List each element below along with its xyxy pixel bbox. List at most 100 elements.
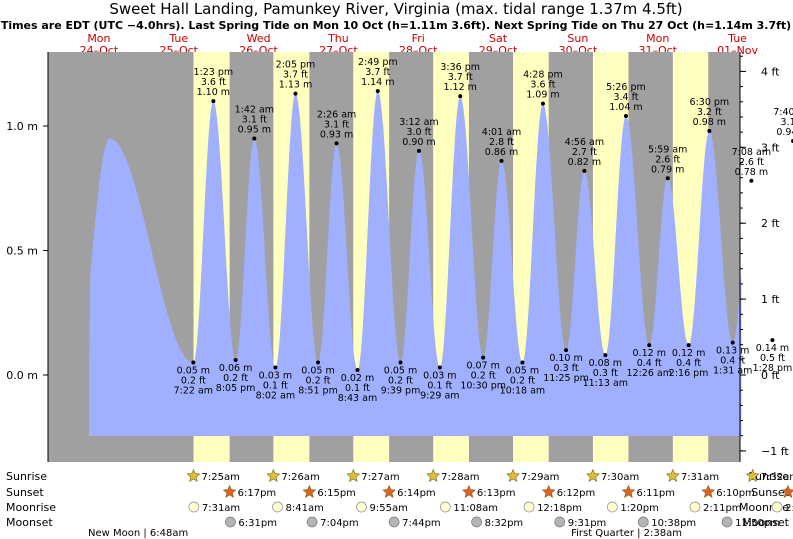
moonrise-time: 11:08am	[453, 503, 498, 514]
day-name: Tue	[727, 32, 747, 45]
low-tide-feet: 0.1 ft	[427, 381, 452, 392]
sunset-icon	[541, 484, 556, 498]
low-tide-time: 9:29 am	[420, 391, 459, 402]
day-name: Sat	[489, 32, 508, 45]
high-tide-metres: 1.09 m	[526, 90, 559, 101]
low-tide-feet: 0.2 ft	[510, 376, 535, 387]
right-axis-tick-label: 4 ft	[761, 65, 780, 78]
high-tide-metres: 0.93 m	[320, 129, 353, 140]
high-tide-metres: 1.12 m	[443, 82, 476, 93]
moonrise-icon	[188, 501, 200, 513]
low-tide-time: 9:39 pm	[381, 386, 421, 397]
high-tide-time: 2:26 am	[317, 109, 356, 120]
low-tide-feet: 0.2 ft	[471, 371, 496, 382]
sunrise-time: 7:29am	[521, 472, 559, 483]
moonrise-icon	[523, 501, 535, 513]
low-tide-metres: 0.05 m	[384, 366, 417, 377]
low-tide-point	[355, 368, 360, 373]
moon-phase-new: New Moon | 6:48am	[88, 528, 188, 539]
low-tide-metres: 0.05 m	[177, 366, 210, 377]
high-tide-point	[623, 114, 628, 119]
sunset-icon	[701, 484, 716, 498]
sunrise-icon	[186, 468, 201, 482]
low-tide-metres: 0.07 m	[466, 361, 499, 372]
high-tide-point	[375, 89, 380, 94]
high-tide-time: 5:59 am	[648, 144, 687, 155]
moonset-icon	[637, 516, 649, 528]
astro-row-label-left: Sunset	[6, 486, 44, 499]
low-tide-point	[603, 353, 608, 358]
sunset-icon	[222, 484, 237, 498]
sunset-icon	[382, 484, 397, 498]
high-tide-time: 1:23 pm	[194, 67, 234, 78]
low-tide-time: 7:22 am	[174, 386, 213, 397]
high-tide-time: 2:05 pm	[276, 60, 316, 71]
high-tide-time: 4:01 am	[482, 127, 521, 138]
sunrise-icon	[665, 468, 680, 482]
high-tide-feet: 3.0 ft	[406, 127, 431, 138]
left-axis-tick-label: 0.0 m	[6, 369, 38, 382]
low-tide-metres: 0.05 m	[506, 366, 539, 377]
low-tide-point	[770, 338, 775, 343]
sunrise-icon	[266, 468, 281, 482]
axes-group: 0.0 m 0.5 m 1.0 m −1 ft 0 ft 1 ft 2 ft 3 ft 4 ft	[6, 52, 789, 462]
high-tide-point	[499, 158, 504, 163]
moonset-icon	[306, 516, 318, 528]
moonrise-icon	[771, 501, 783, 513]
sunrise-icon	[346, 468, 361, 482]
high-tide-time: 7:40 pm	[773, 107, 793, 118]
astro-row-label-left: Moonrise	[6, 501, 56, 514]
moonrise-time: 1:20pm	[620, 503, 659, 514]
low-tide-time: 1:28 pm	[753, 363, 793, 374]
high-tide-metres: 1.04 m	[609, 102, 642, 113]
low-tide-time: 8:51 pm	[298, 386, 338, 397]
low-tide-time: 8:05 pm	[216, 383, 256, 394]
high-tide-feet: 2.8 ft	[489, 137, 514, 148]
low-tide-metres: 0.13 m	[716, 346, 749, 357]
right-axis-tick-label: 1 ft	[761, 293, 780, 306]
high-tide-metres: 1.10 m	[197, 87, 230, 98]
low-tide-feet: 0.1 ft	[263, 381, 288, 392]
low-tide-feet: 0.3 ft	[554, 363, 579, 374]
low-tide-feet: 0.4 ft	[720, 356, 745, 367]
chart-subtitle: Times are EDT (UTC −4.0hrs). Last Spring…	[1, 19, 791, 32]
low-tide-point	[398, 360, 403, 365]
sunrise-icon	[745, 468, 760, 482]
sunset-time: 6:12pm	[557, 488, 596, 499]
low-tide-feet: 0.1 ft	[345, 383, 370, 394]
high-tide-point	[252, 136, 257, 141]
low-tide-feet: 0.2 ft	[181, 376, 206, 387]
left-axis-tick-label: 0.5 m	[6, 245, 38, 258]
high-tide-point	[293, 91, 298, 96]
low-tide-metres: 0.10 m	[549, 353, 582, 364]
sunrise-icon	[506, 468, 520, 482]
sunset-icon	[621, 484, 636, 498]
moonrise-time: 8:41am	[286, 503, 324, 514]
low-tide-metres: 0.03 m	[423, 371, 456, 382]
high-tide-feet: 3.6 ft	[530, 80, 555, 91]
sunrise-time: 7:25am	[202, 472, 240, 483]
sunset-time: 6:15pm	[317, 488, 356, 499]
sunset-time: 6:10pm	[716, 488, 755, 499]
moonset-icon	[721, 516, 733, 528]
moonset-time: 6:31pm	[238, 518, 277, 529]
high-tide-point	[458, 94, 463, 99]
moonrise-icon	[272, 501, 283, 513]
high-tide-metres: 0.90 m	[402, 137, 435, 148]
high-tide-feet: 3.7 ft	[448, 72, 473, 83]
high-tide-point	[211, 99, 216, 104]
low-tide-point	[316, 360, 321, 365]
sunrise-icon	[426, 468, 441, 482]
low-tide-point	[730, 340, 735, 345]
moonset-icon	[471, 516, 482, 528]
low-tide-time: 12:26 am	[627, 368, 672, 379]
high-tide-point	[334, 141, 339, 146]
high-tide-point	[707, 128, 712, 133]
low-tide-point	[437, 365, 442, 370]
low-tide-time: 10:30 pm	[460, 381, 506, 392]
right-axis-tick-label: 0 ft	[761, 369, 780, 382]
moonset-time: 7:44pm	[402, 518, 441, 529]
day-name: Sun	[567, 32, 588, 45]
low-tide-point	[647, 343, 652, 348]
